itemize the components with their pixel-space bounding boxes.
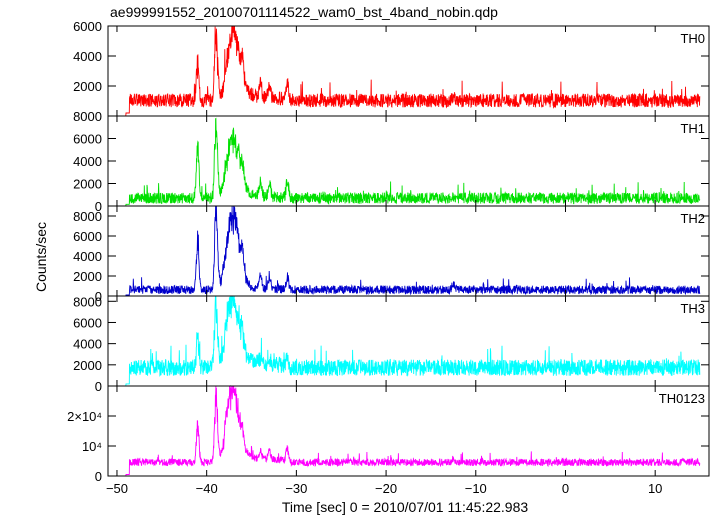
- series-line-th3: [108, 295, 701, 387]
- y-tick-label: 8000: [73, 294, 102, 309]
- y-tick-label: 4000: [73, 49, 102, 64]
- panels: 2000 4000 6000 TH0 0 2000 4000 6000 8000 TH1 0 2000…: [67, 19, 710, 496]
- x-tick-label: −20: [375, 481, 397, 496]
- panel-label: TH2: [680, 211, 705, 226]
- y-tick-label: 6000: [73, 132, 102, 147]
- y-tick-label: 4000: [73, 337, 102, 352]
- y-tick-label: 2000: [73, 177, 102, 192]
- panel-frame: [107, 385, 710, 477]
- y-tick-label: 8000: [73, 209, 102, 224]
- y-tick-label: 2000: [73, 79, 102, 94]
- panel-th1: 0 2000 4000 6000 8000 TH1: [73, 109, 710, 214]
- series-line-th0: [108, 25, 701, 117]
- panel-th3: 0 2000 4000 6000 8000 TH3: [73, 294, 710, 394]
- series-line-th0123: [108, 384, 701, 477]
- chart-title: ae999991552_20100701114522_wam0_bst_4ban…: [110, 4, 498, 20]
- series-line-th2: [108, 205, 701, 297]
- panel-label: TH0: [680, 31, 705, 46]
- y-tick-label: 0: [95, 199, 102, 214]
- y-tick-label: 4000: [73, 249, 102, 264]
- y-tick-label: 2×10⁴: [67, 409, 102, 424]
- y-tick-label: 6000: [73, 19, 102, 34]
- series-line-th1: [108, 117, 701, 207]
- x-tick-label: −40: [196, 481, 218, 496]
- panel-th2: 0 2000 4000 6000 8000 TH2: [73, 205, 710, 304]
- y-axis-label: Counts/sec: [33, 222, 49, 292]
- panel-label: TH1: [680, 121, 705, 136]
- y-tick-label: 0: [95, 379, 102, 394]
- y-tick-label: 6000: [73, 315, 102, 330]
- x-axis-label: Time [sec] 0 = 2010/07/01 11:45:22.983: [282, 499, 529, 515]
- x-tick-label: 10: [648, 481, 662, 496]
- y-tick-label: 8000: [73, 109, 102, 124]
- x-tick-label: 0: [562, 481, 569, 496]
- y-tick-label: 2000: [73, 358, 102, 373]
- x-tick-label: −50: [106, 481, 128, 496]
- panel-th0: 2000 4000 6000 TH0: [73, 19, 710, 117]
- y-tick-label: 0: [95, 289, 102, 304]
- y-tick-label: 6000: [73, 229, 102, 244]
- y-tick-label: 0: [95, 469, 102, 484]
- y-tick-label: 10⁴: [82, 439, 102, 454]
- x-tick-label: −10: [465, 481, 487, 496]
- panel-label: TH0123: [659, 391, 705, 406]
- panel-label: TH3: [680, 301, 705, 316]
- panel-th0123: 0 10⁴ 2×10⁴ TH0123: [67, 384, 710, 484]
- y-tick-label: 4000: [73, 154, 102, 169]
- y-tick-label: 2000: [73, 269, 102, 284]
- x-tick-label: −30: [285, 481, 307, 496]
